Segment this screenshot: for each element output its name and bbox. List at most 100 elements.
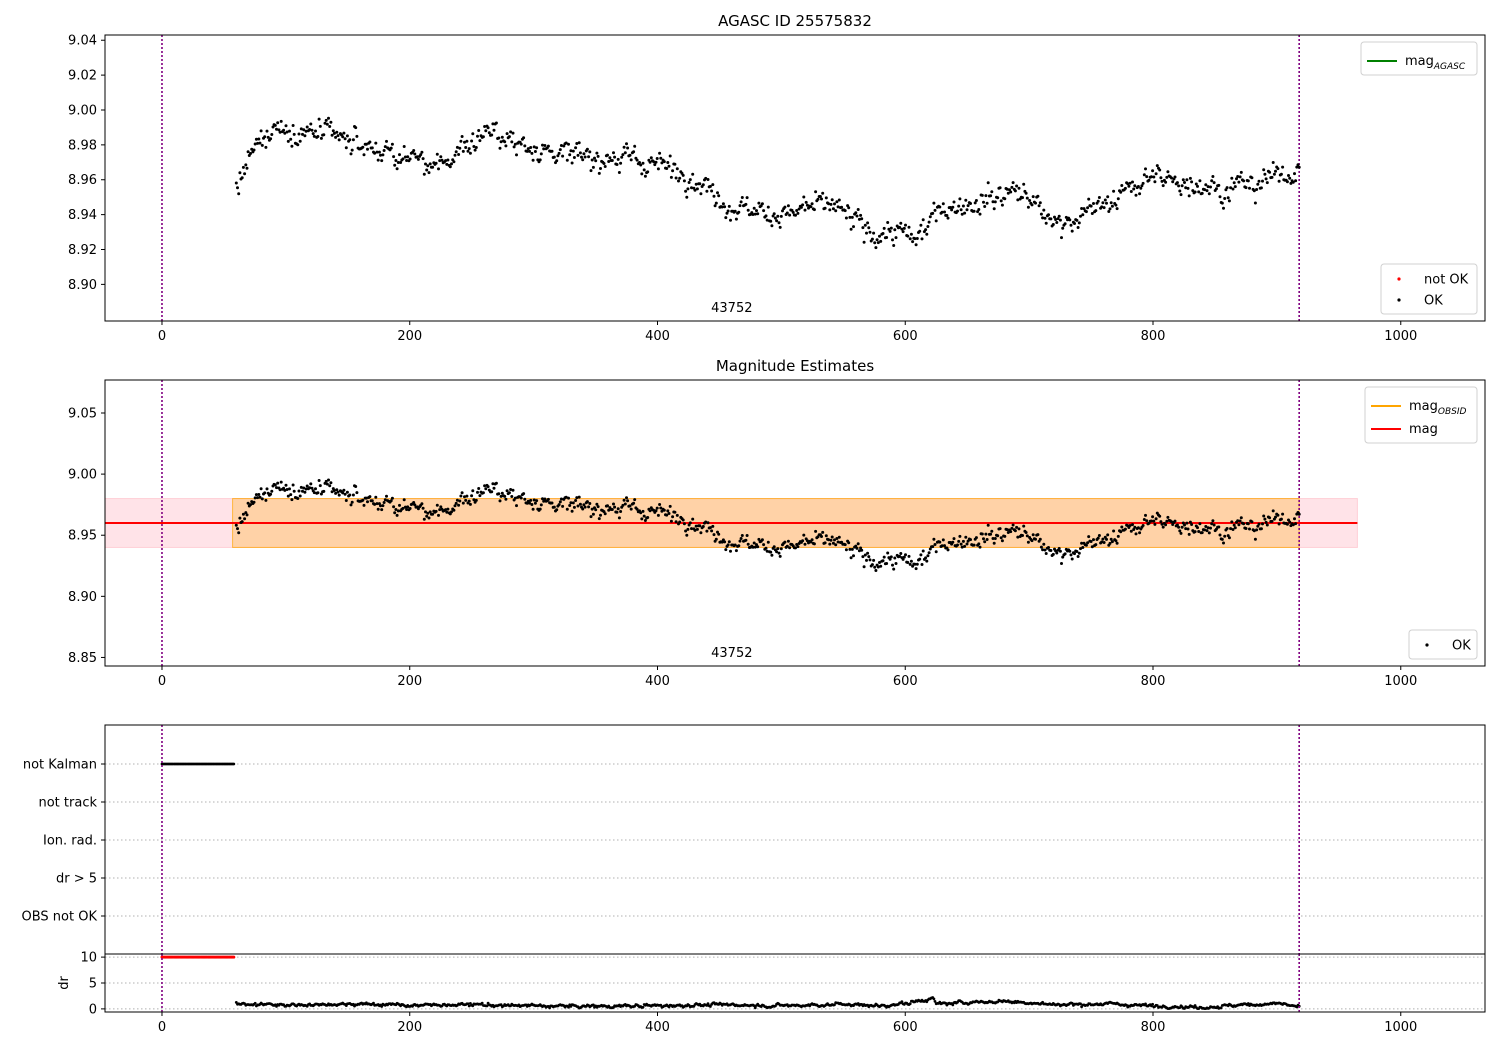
ok-point bbox=[712, 533, 716, 537]
ok-point bbox=[848, 215, 852, 219]
ok-point bbox=[498, 499, 502, 503]
ok-point bbox=[289, 137, 293, 141]
ok-point bbox=[799, 205, 803, 209]
ok-point bbox=[1030, 539, 1034, 543]
ok-point bbox=[1253, 201, 1257, 205]
ok-point bbox=[613, 155, 617, 159]
dr-point bbox=[1219, 1006, 1223, 1010]
ok-point bbox=[376, 507, 380, 511]
ok-point bbox=[932, 537, 936, 541]
ok-point bbox=[1129, 190, 1133, 193]
ok-point bbox=[620, 155, 624, 159]
y-tick-label: 5 bbox=[89, 977, 97, 992]
ok-point bbox=[542, 147, 546, 151]
x-tick-label: 400 bbox=[645, 1020, 670, 1035]
ok-point bbox=[770, 224, 774, 228]
ok-point bbox=[557, 151, 561, 155]
ok-point bbox=[535, 499, 539, 503]
ok-point bbox=[727, 540, 731, 544]
ok-point bbox=[350, 148, 354, 152]
dr-point bbox=[1079, 1002, 1082, 1006]
ok-point bbox=[952, 537, 956, 541]
ok-point bbox=[720, 205, 724, 209]
ok-point bbox=[1094, 209, 1098, 213]
ok-point bbox=[275, 127, 278, 131]
ok-point bbox=[385, 139, 388, 143]
ok-point bbox=[1047, 213, 1050, 217]
ok-point bbox=[245, 513, 249, 517]
ok-point bbox=[427, 171, 431, 175]
ok-point bbox=[963, 544, 967, 548]
ok-point bbox=[686, 187, 690, 191]
ok-point bbox=[529, 498, 533, 502]
ok-point bbox=[1294, 179, 1298, 183]
ok-point bbox=[1092, 538, 1095, 542]
ok-point bbox=[434, 509, 438, 513]
ok-point bbox=[852, 225, 855, 229]
ok-point bbox=[343, 137, 347, 141]
ok-point bbox=[542, 499, 546, 503]
ok-point bbox=[450, 162, 453, 166]
y-tick-label: 8.96 bbox=[68, 173, 97, 188]
ok-point bbox=[1116, 534, 1120, 538]
ok-point bbox=[926, 225, 930, 228]
ok-point bbox=[737, 544, 741, 548]
ok-point bbox=[1141, 524, 1145, 527]
ok-point bbox=[464, 498, 468, 502]
ok-point bbox=[561, 154, 565, 158]
legend-box bbox=[1380, 263, 1478, 315]
ok-point bbox=[1226, 534, 1230, 538]
ok-point bbox=[927, 551, 931, 555]
ok-point bbox=[1295, 165, 1299, 169]
ok-point bbox=[303, 490, 307, 494]
ok-point bbox=[1198, 179, 1202, 183]
ok-point bbox=[934, 550, 938, 554]
ok-point bbox=[510, 495, 514, 498]
ok-point bbox=[345, 134, 349, 138]
ok-point bbox=[669, 175, 673, 179]
ok-point bbox=[1128, 524, 1132, 527]
ok-point bbox=[640, 517, 644, 521]
dr-point bbox=[1070, 1001, 1074, 1005]
ok-point bbox=[1231, 528, 1235, 531]
ok-point bbox=[1039, 212, 1043, 216]
ok-point bbox=[327, 478, 330, 482]
ok-point bbox=[515, 504, 518, 508]
ok-point bbox=[874, 246, 878, 250]
ok-point bbox=[312, 491, 316, 495]
ok-point bbox=[940, 210, 944, 214]
ok-point bbox=[710, 189, 714, 193]
ok-point bbox=[574, 146, 578, 150]
ok-point bbox=[766, 540, 770, 544]
ok-point bbox=[285, 130, 289, 134]
ok-point bbox=[678, 176, 682, 180]
ok-point bbox=[677, 179, 680, 183]
ok-point bbox=[567, 496, 570, 500]
ok-point bbox=[834, 209, 838, 213]
legend-label: OK bbox=[1424, 294, 1443, 309]
ok-point bbox=[458, 146, 462, 150]
ok-point bbox=[539, 152, 543, 156]
ok-point bbox=[1279, 172, 1283, 176]
ok-point bbox=[739, 537, 743, 540]
ok-point bbox=[1154, 517, 1158, 521]
ok-point bbox=[693, 188, 697, 192]
ok-point bbox=[1087, 535, 1091, 539]
ok-point bbox=[998, 186, 1002, 190]
ok-point bbox=[965, 542, 969, 546]
ok-point bbox=[786, 539, 790, 543]
ok-point bbox=[557, 503, 561, 507]
ok-point bbox=[1212, 181, 1216, 185]
ok-point bbox=[470, 494, 474, 498]
dr-point bbox=[933, 1000, 937, 1003]
ok-point bbox=[1025, 196, 1029, 200]
ok-point bbox=[803, 542, 807, 546]
ok-point bbox=[891, 563, 894, 567]
ok-point bbox=[362, 503, 366, 507]
ok-point bbox=[757, 537, 761, 541]
ok-point bbox=[406, 155, 410, 159]
ok-point bbox=[304, 129, 308, 133]
ok-point bbox=[963, 211, 967, 215]
ok-point bbox=[642, 514, 646, 518]
y-tick-label: 9.00 bbox=[68, 468, 97, 483]
